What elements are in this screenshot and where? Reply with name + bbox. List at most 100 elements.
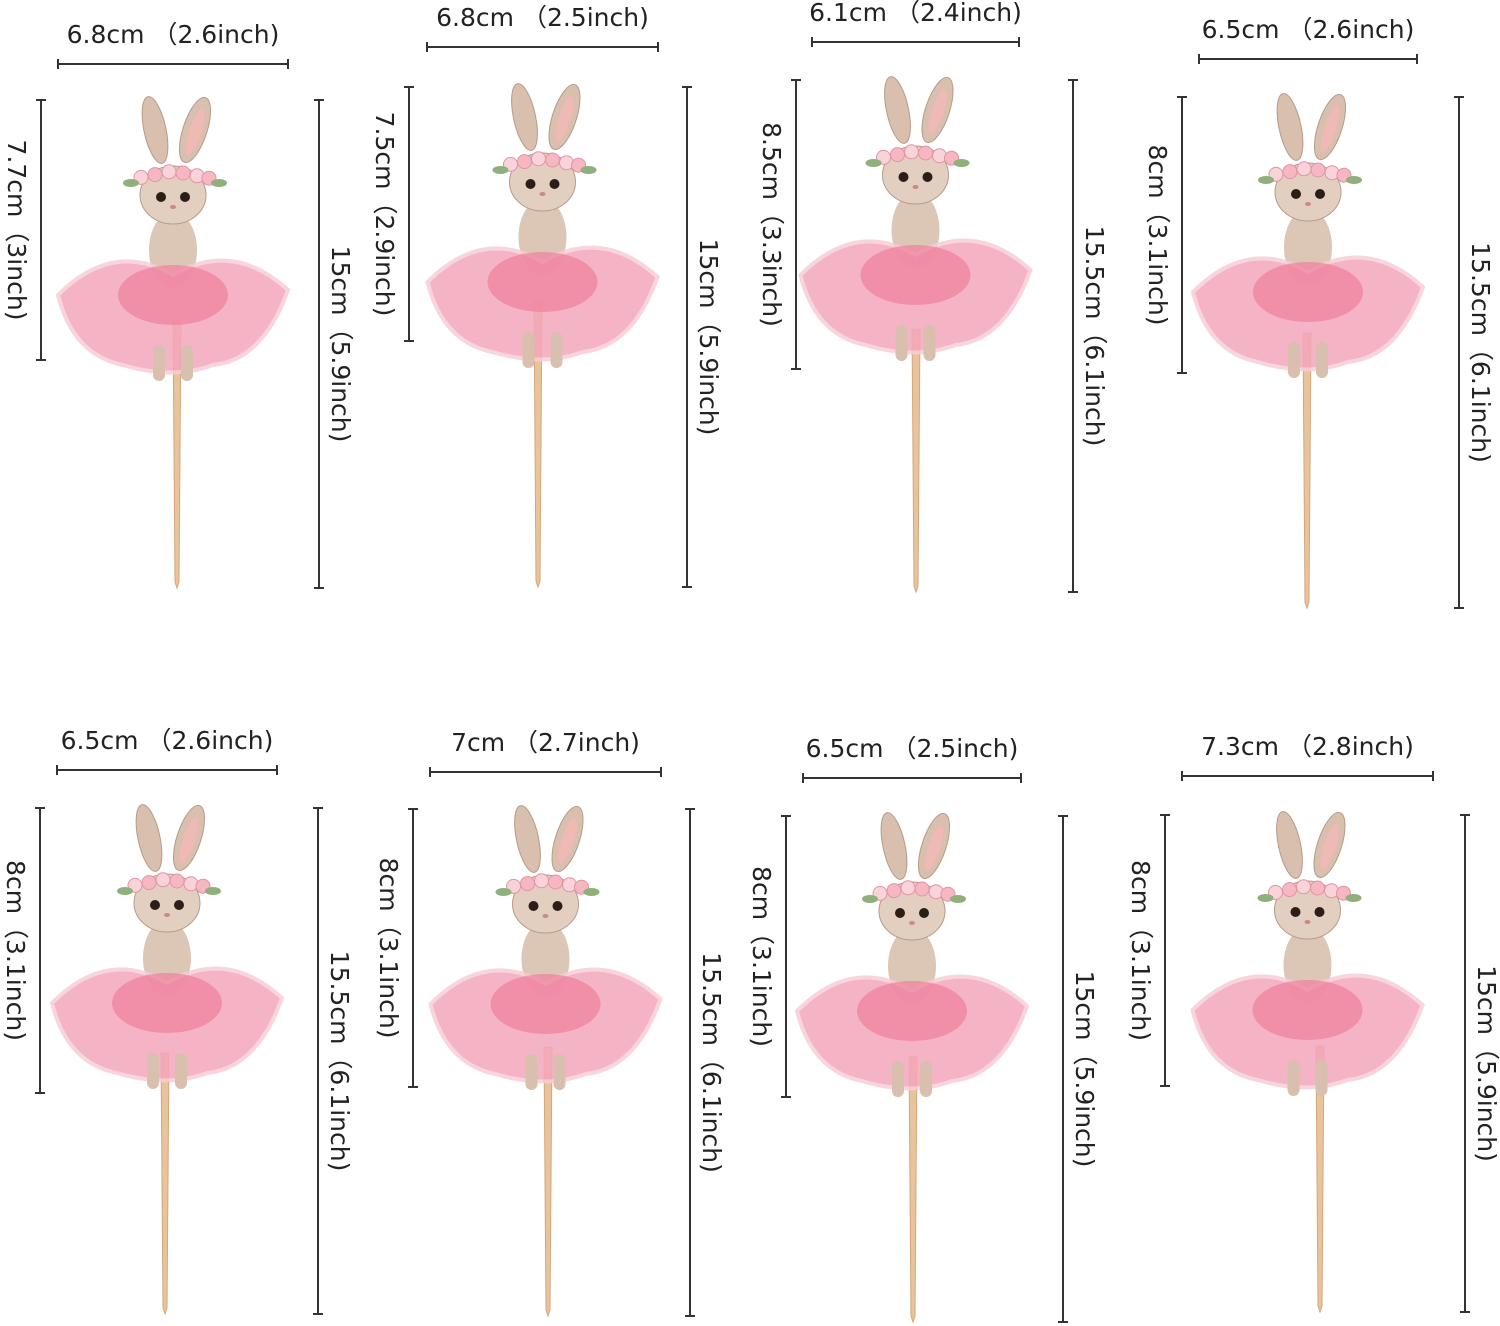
flower <box>1282 882 1297 898</box>
leaf <box>205 887 221 895</box>
image-height-label: 8.5cm（3.3inch) <box>757 122 786 327</box>
eye <box>150 900 160 910</box>
leaf <box>1257 894 1274 902</box>
image-height-label: 8cm（3.1inch) <box>1143 145 1172 326</box>
leg <box>1316 342 1328 378</box>
nose <box>164 913 170 917</box>
tutu-center <box>857 981 967 1041</box>
leg <box>923 325 936 361</box>
leg <box>1315 1060 1328 1096</box>
flower <box>169 873 185 889</box>
bunny-topper <box>794 812 1030 1324</box>
stick <box>1302 332 1312 610</box>
leg <box>1287 1060 1300 1096</box>
flower <box>900 880 916 896</box>
ear-inner <box>179 817 199 863</box>
leaf <box>211 179 227 187</box>
topper: 6.5cm （2.5inch) 8cm（3.1inch) 15cm（5.9inch) <box>747 734 1099 1324</box>
leg <box>147 1053 159 1089</box>
topper: 6.5cm （2.6inch) 8cm（3.1inch) 15.5cm（6.1inc… <box>1 726 354 1316</box>
eye <box>898 172 909 182</box>
flower <box>520 876 535 892</box>
width-label: 6.8cm （2.5inch) <box>436 3 649 32</box>
image-height-label: 8cm（3.1inch) <box>747 866 776 1047</box>
total-height-label: 15cm（5.9inch) <box>1472 965 1500 1162</box>
tutu-center <box>860 245 971 305</box>
flower <box>886 883 902 899</box>
image-height-label: 8cm（3.1inch) <box>1126 860 1155 1041</box>
flower <box>918 145 933 161</box>
leg <box>181 345 193 381</box>
eye <box>922 172 933 182</box>
eye <box>1291 189 1301 199</box>
flower <box>1296 161 1312 177</box>
topper: 7cm （2.7inch) 8cm（3.1inch) 15.5cm（6.1inch) <box>374 728 726 1318</box>
eye <box>174 900 184 910</box>
leaf <box>862 895 878 903</box>
ear-inner <box>185 109 205 155</box>
eye <box>1290 907 1301 917</box>
leaf <box>123 179 139 187</box>
eye <box>180 192 190 202</box>
eye <box>895 908 905 918</box>
leg <box>522 332 535 368</box>
ear-inner <box>928 89 947 135</box>
bunny-topper <box>1190 811 1425 1314</box>
flower <box>1282 164 1298 180</box>
eye <box>525 179 536 189</box>
width-label: 6.5cm （2.6inch) <box>61 726 274 755</box>
eye <box>156 192 166 202</box>
flower <box>1310 162 1326 178</box>
bunny-topper <box>428 805 663 1318</box>
flower <box>548 874 563 890</box>
tutu-center <box>490 974 601 1034</box>
flower <box>545 152 560 168</box>
image-height-label: 7.5cm（2.9inch) <box>370 112 399 317</box>
ear-inner <box>1320 106 1340 152</box>
nose <box>1304 920 1311 924</box>
ear <box>511 83 538 151</box>
bunny-topper <box>55 96 291 590</box>
stick <box>908 1056 918 1324</box>
leg <box>550 332 563 368</box>
leg <box>153 345 165 381</box>
ear <box>141 96 169 164</box>
flower <box>534 873 549 889</box>
flower <box>1296 879 1311 895</box>
leaf <box>580 166 597 174</box>
total-height-label: 15cm（5.9inch) <box>694 239 723 436</box>
width-label: 7cm （2.7inch) <box>451 728 640 757</box>
total-height-label: 15.5cm（6.1inch) <box>1466 242 1495 463</box>
stick <box>543 1046 553 1318</box>
ear-inner <box>555 96 574 142</box>
leg <box>525 1054 538 1090</box>
flower <box>155 872 171 888</box>
ear <box>514 805 541 873</box>
width-label: 6.5cm （2.6inch) <box>1202 15 1415 44</box>
eye <box>552 901 563 911</box>
tutu-center <box>112 973 222 1033</box>
leg <box>175 1053 187 1089</box>
bunny-topper <box>798 76 1033 594</box>
ear-inner <box>924 825 944 871</box>
width-label: 7.3cm （2.8inch) <box>1201 732 1414 761</box>
nose <box>909 921 915 925</box>
flower <box>147 167 163 183</box>
stick <box>911 328 921 594</box>
tutu-center <box>1252 980 1363 1040</box>
total-height-label: 15cm（5.9inch) <box>1070 971 1099 1168</box>
flower <box>141 875 157 891</box>
ear <box>880 812 908 880</box>
eye <box>919 908 929 918</box>
bunny-topper <box>1190 93 1426 610</box>
eye <box>1315 189 1325 199</box>
flower <box>517 154 532 170</box>
nose <box>539 192 546 196</box>
nose <box>542 914 549 918</box>
leaf <box>1258 176 1274 184</box>
leaf <box>865 159 882 167</box>
bunny-topper <box>425 83 660 589</box>
ear-inner <box>1320 824 1339 870</box>
leaf <box>492 166 509 174</box>
